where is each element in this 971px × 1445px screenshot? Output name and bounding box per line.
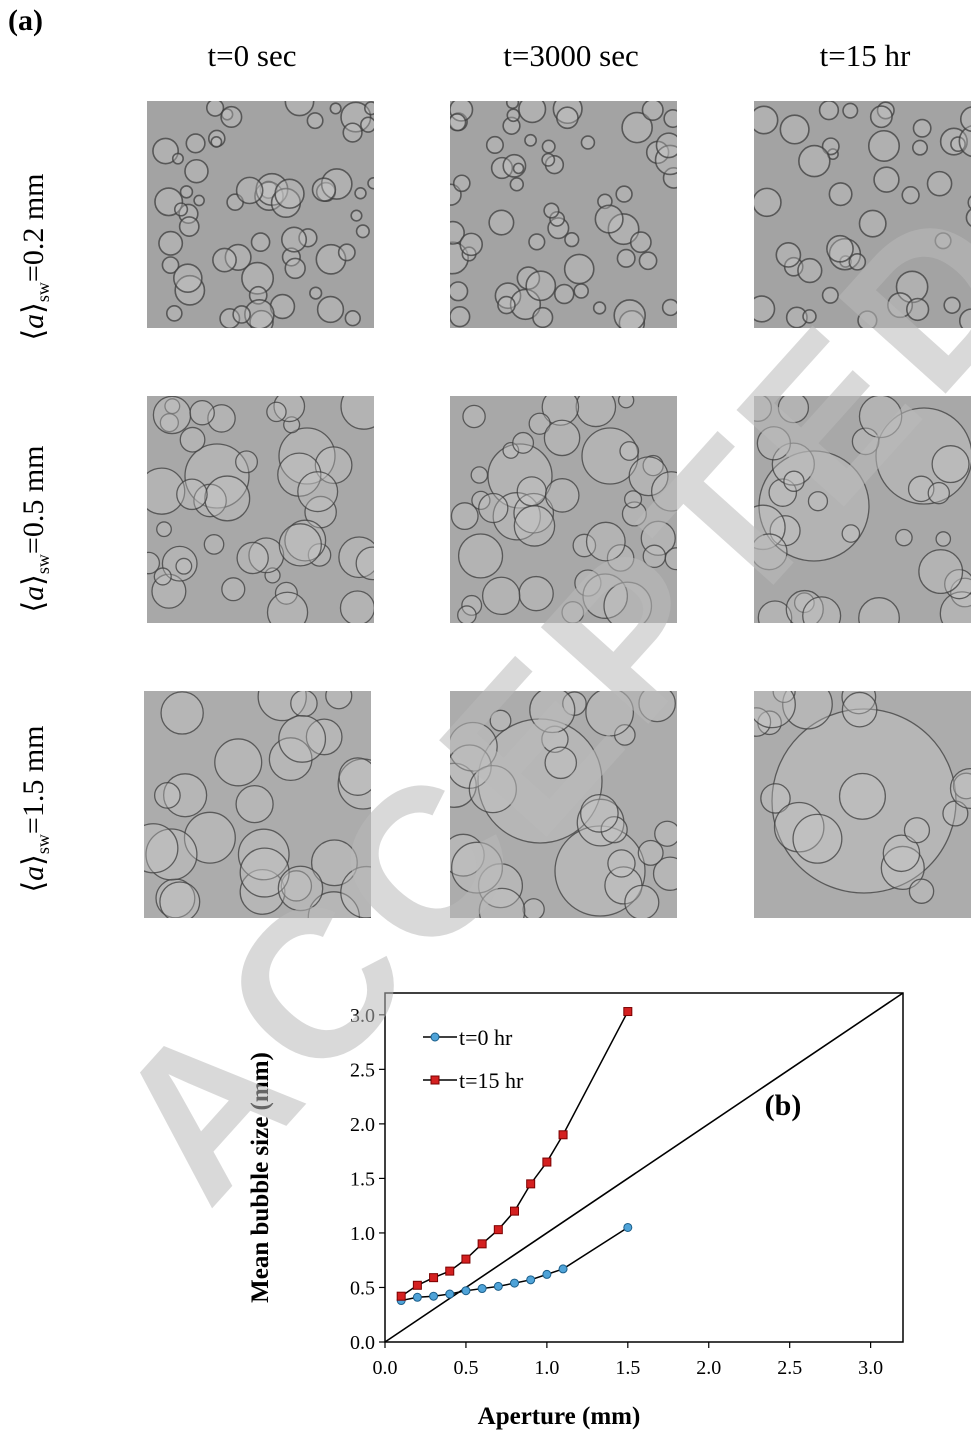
series-1-point	[445, 1266, 455, 1276]
panel-b-label: (b)	[765, 1089, 802, 1122]
x-tick-label: 1.5	[615, 1357, 640, 1379]
series-0-point	[493, 1281, 503, 1291]
column-header-t3000: t=3000 sec	[503, 38, 639, 73]
foam-image-0p2-t0	[147, 101, 374, 328]
foam-image-0p2-t3000	[450, 101, 677, 328]
y-tick-label: 0.0	[350, 1332, 375, 1354]
foam-image-1p5-t0	[144, 691, 371, 918]
series-1-point	[542, 1157, 552, 1167]
column-header-t15hr: t=15 hr	[819, 38, 911, 73]
series-0-point	[461, 1286, 471, 1296]
foam-image-1p5-t15hr	[754, 691, 971, 918]
column-header-t0: t=0 sec	[207, 38, 297, 73]
series-0-point	[558, 1264, 568, 1274]
series-1-point	[461, 1254, 471, 1264]
x-tick-label: 2.5	[777, 1357, 802, 1379]
y-tick-label: 3.0	[350, 1005, 375, 1027]
panel-a-label: (a)	[8, 4, 43, 37]
bubble-size-chart: 0.0 0.5 1.0 1.5 2.0 2.5 3.0 0.0 0.5 1.0 1.5 2.0 2.5 3…	[247, 992, 904, 1430]
row-header-0p5: ⟨a⟩sw=0.5 mm	[17, 445, 53, 613]
series-1-point	[396, 1291, 406, 1301]
row-header-0p2: ⟨a⟩sw=0.2 mm	[17, 173, 53, 341]
y-tick-label: 1.0	[350, 1223, 375, 1245]
series-0-point	[542, 1269, 552, 1279]
legend-label-0: t=0 hr	[459, 1025, 513, 1050]
series-1-point	[477, 1239, 487, 1249]
plot-frame	[384, 992, 904, 1343]
x-tick-label: 2.0	[696, 1357, 721, 1379]
foam-image-0p5-t15hr	[754, 396, 971, 623]
y-axis-title: Mean bubble size (mm)	[247, 1052, 274, 1303]
legend-marker-1	[430, 1075, 440, 1085]
legend-label-1: t=15 hr	[459, 1068, 524, 1093]
foam-image-0p2-t15hr	[754, 101, 971, 328]
series-line-0	[401, 1226, 629, 1302]
y-tick-label: 0.5	[350, 1277, 375, 1299]
y-tick-label: 1.5	[350, 1168, 375, 1190]
series-1-point	[623, 1007, 633, 1017]
foam-image-0p5-t3000	[450, 396, 677, 623]
series-1-point	[429, 1273, 439, 1283]
foam-image-0p5-t0	[147, 396, 374, 623]
x-tick-label: 0.5	[453, 1357, 478, 1379]
x-tick-label: 0.0	[373, 1357, 398, 1379]
series-0-point	[445, 1289, 455, 1299]
x-tick-label: 3.0	[858, 1357, 883, 1379]
x-tick-label: 1.0	[534, 1357, 559, 1379]
series-1-point	[493, 1225, 503, 1235]
series-1-point	[526, 1179, 536, 1189]
legend-marker-0	[430, 1032, 440, 1042]
reference-line-y-equals-x	[384, 992, 904, 1343]
series-0-point	[526, 1275, 536, 1285]
series-0-point	[510, 1278, 519, 1288]
row-header-1p5: ⟨a⟩sw=1.5 mm	[17, 725, 53, 893]
y-tick-label: 2.0	[350, 1114, 375, 1136]
series-0-point	[412, 1292, 422, 1302]
y-tick-label: 2.5	[350, 1059, 375, 1081]
series-0-point	[477, 1284, 487, 1294]
series-0-point	[623, 1222, 633, 1232]
series-0-point	[429, 1291, 439, 1301]
foam-image-1p5-t3000	[450, 691, 677, 918]
series-1-point	[510, 1206, 519, 1216]
x-axis-title: Aperture (mm)	[478, 1403, 641, 1430]
series-line-1	[400, 1011, 629, 1297]
series-1-point	[558, 1130, 568, 1140]
series-1-point	[412, 1280, 422, 1290]
